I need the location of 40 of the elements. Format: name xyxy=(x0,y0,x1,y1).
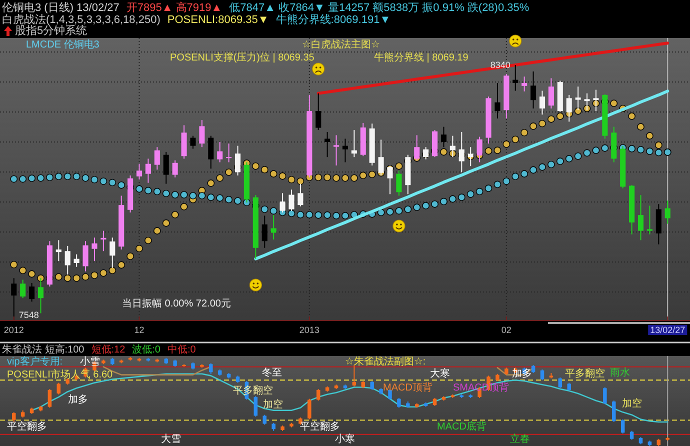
text: LMCDE 伦铜电3 xyxy=(26,38,100,50)
annotation: MACD底背 xyxy=(437,420,486,432)
x-tick-label: 02 xyxy=(501,325,512,335)
annotation: 平空翻多 xyxy=(300,420,340,432)
annotation: 7548 xyxy=(18,310,39,320)
text: 中低:0 xyxy=(168,344,196,356)
annotation: 立春 xyxy=(510,433,530,445)
text: 白虎战法(1,4,3,5,3,3,3,6,18,250) xyxy=(2,13,160,26)
annotation: 加空 xyxy=(622,398,642,410)
text: 开7895▲ 高7919▲ xyxy=(126,1,222,14)
x-tick-label: 13/02/27 xyxy=(650,325,686,335)
annotation: 大雪 xyxy=(161,433,181,445)
text: 牛熊分界线:8069.191▼ xyxy=(276,13,391,26)
text: POSENLI:8069.35▼ xyxy=(167,14,269,26)
annotation: 加多 xyxy=(512,368,532,380)
chart-subtitle: ☆白虎战法主图☆ xyxy=(302,38,380,50)
annotation: 小寒 xyxy=(335,433,355,445)
annotation: MACD顶背 xyxy=(383,382,432,394)
text: 低7847▲ 收7864▼ 量14257 额5838万 振0.91% 跌(28)0.35% xyxy=(229,1,530,14)
x-tick-label: 2013 xyxy=(299,325,320,335)
text: 牛熊分界线 | 8069.19 xyxy=(374,52,469,64)
annotation: 平多翻空 xyxy=(565,368,605,380)
annotation: 雨水 xyxy=(610,366,630,378)
x-tick-label: 2012 xyxy=(4,325,24,335)
annotation: 加空 xyxy=(263,398,283,410)
text: POSENLI支撑(压力)位 | 8069.35 xyxy=(170,52,315,64)
text: 波低:0 xyxy=(132,344,161,356)
annotation: 冬至 xyxy=(262,366,282,378)
chart-title: 伦铜电3 (日线) 13/02/27 xyxy=(2,1,120,14)
annotation: 当日振幅 0.00% 72.00元 xyxy=(122,298,231,310)
annotation: 小雪 xyxy=(80,356,100,368)
annotation: 平空翻多 xyxy=(7,420,47,432)
text: 短低:12 xyxy=(91,344,126,356)
annotation: 大寒 xyxy=(430,368,450,380)
chart-title: ☆朱雀战法副图☆: xyxy=(345,356,426,368)
annotation: 加多 xyxy=(68,394,88,406)
text: 股指5分钟系统 xyxy=(15,24,88,37)
text: 朱雀战法 短高:100 xyxy=(2,344,85,356)
x-tick-label: 12 xyxy=(134,325,144,335)
annotation: vip客户专用: xyxy=(7,356,63,368)
